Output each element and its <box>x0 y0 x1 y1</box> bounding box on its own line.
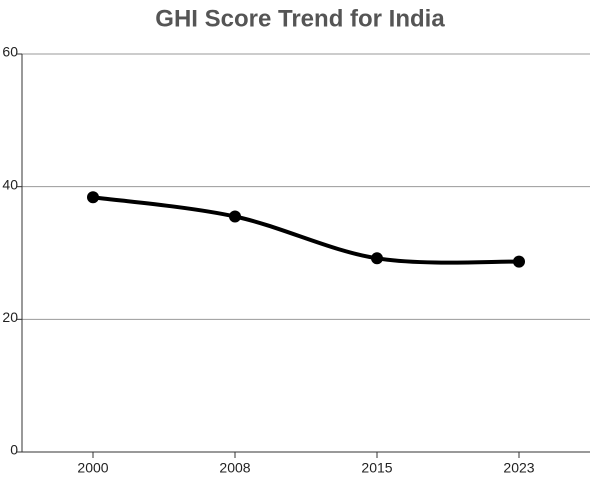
y-tick-label: 0 <box>10 442 18 458</box>
point <box>87 191 99 204</box>
x-tick-label: 2023 <box>503 460 534 476</box>
line <box>92 195 520 265</box>
x-tick-label: 2008 <box>219 460 250 476</box>
chart-title: GHI Score Trend for India <box>155 5 445 32</box>
x-tick-label: 2015 <box>361 460 392 476</box>
y-tick-label: 60 <box>2 44 18 60</box>
point <box>513 255 525 268</box>
y-tick-label: 20 <box>2 309 18 325</box>
point <box>229 210 241 223</box>
y-tick-label: 40 <box>2 176 18 192</box>
point <box>371 252 383 265</box>
x-tick-label: 2000 <box>77 460 108 476</box>
